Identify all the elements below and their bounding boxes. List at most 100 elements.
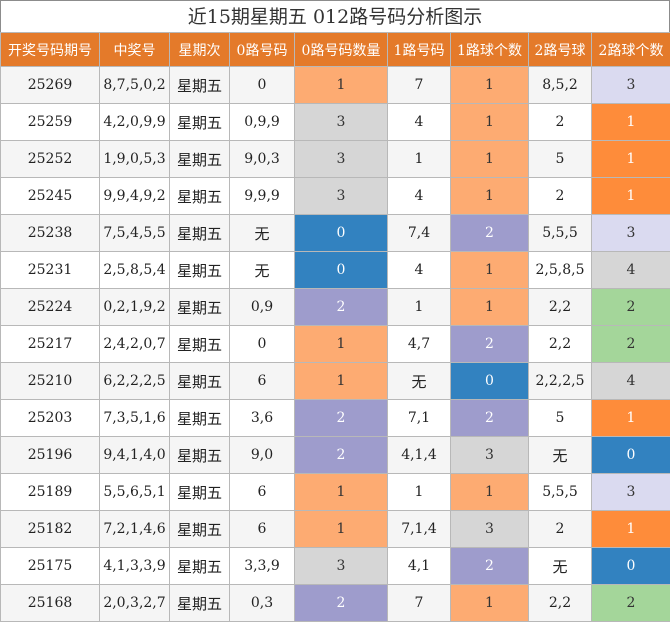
cell-numbers: 6,2,2,2,5 (100, 363, 170, 400)
cell-route1-numbers: 7,1,4 (388, 511, 451, 548)
cell-weekday: 星期五 (170, 363, 230, 400)
cell-route0-count: 2 (295, 437, 388, 474)
cell-route0-numbers: 0,9,9 (230, 104, 295, 141)
cell-numbers: 9,4,1,4,0 (100, 437, 170, 474)
cell-route1-count: 0 (451, 363, 529, 400)
cell-route1-count: 1 (451, 252, 529, 289)
cell-route2-numbers: 2,5,8,5 (529, 252, 592, 289)
cell-route2-numbers: 5 (529, 141, 592, 178)
cell-numbers: 1,9,0,5,3 (100, 141, 170, 178)
cell-numbers: 9,9,4,9,2 (100, 178, 170, 215)
cell-weekday: 星期五 (170, 215, 230, 252)
header-issue: 开奖号码期号 (1, 33, 100, 67)
analysis-table: 开奖号码期号 中奖号 星期次 0路号码 0路号码数量 1路号码 1路球个数 2路… (0, 32, 670, 622)
cell-numbers: 2,0,3,2,7 (100, 585, 170, 622)
cell-issue: 25189 (1, 474, 100, 511)
cell-route2-count: 2 (592, 585, 670, 622)
cell-route0-count: 0 (295, 215, 388, 252)
cell-route1-count: 1 (451, 474, 529, 511)
cell-route1-numbers: 7 (388, 67, 451, 104)
cell-route2-numbers: 2,2 (529, 289, 592, 326)
cell-route2-numbers: 2,2,2,5 (529, 363, 592, 400)
cell-weekday: 星期五 (170, 289, 230, 326)
cell-weekday: 星期五 (170, 585, 230, 622)
cell-route0-count: 1 (295, 363, 388, 400)
cell-route0-numbers: 0 (230, 326, 295, 363)
cell-route0-count: 3 (295, 104, 388, 141)
cell-weekday: 星期五 (170, 67, 230, 104)
cell-route2-count: 3 (592, 474, 670, 511)
cell-route0-count: 3 (295, 178, 388, 215)
cell-route2-numbers: 无 (529, 548, 592, 585)
cell-route1-count: 3 (451, 437, 529, 474)
cell-route0-numbers: 9,9,9 (230, 178, 295, 215)
cell-route2-count: 3 (592, 215, 670, 252)
cell-route2-numbers: 2,2 (529, 326, 592, 363)
cell-route2-count: 1 (592, 178, 670, 215)
cell-route2-count: 3 (592, 67, 670, 104)
cell-route1-count: 3 (451, 511, 529, 548)
cell-route2-count: 2 (592, 289, 670, 326)
cell-route1-numbers: 4 (388, 178, 451, 215)
cell-route2-count: 1 (592, 400, 670, 437)
cell-route0-numbers: 6 (230, 474, 295, 511)
cell-weekday: 星期五 (170, 141, 230, 178)
cell-route0-numbers: 无 (230, 215, 295, 252)
cell-numbers: 2,4,2,0,7 (100, 326, 170, 363)
cell-weekday: 星期五 (170, 511, 230, 548)
cell-numbers: 7,3,5,1,6 (100, 400, 170, 437)
cell-route0-numbers: 3,6 (230, 400, 295, 437)
cell-route0-numbers: 9,0 (230, 437, 295, 474)
cell-route0-numbers: 3,3,9 (230, 548, 295, 585)
cell-route0-numbers: 0,3 (230, 585, 295, 622)
cell-route1-numbers: 4,1 (388, 548, 451, 585)
cell-route1-numbers: 7,1 (388, 400, 451, 437)
cell-route1-numbers: 1 (388, 141, 451, 178)
cell-route0-numbers: 0,9 (230, 289, 295, 326)
cell-issue: 25245 (1, 178, 100, 215)
header-route0-count: 0路号码数量 (295, 33, 388, 67)
cell-route2-numbers: 2 (529, 178, 592, 215)
header-route0-numbers: 0路号码 (230, 33, 295, 67)
cell-issue: 25217 (1, 326, 100, 363)
cell-route0-numbers: 0 (230, 67, 295, 104)
cell-route1-count: 1 (451, 289, 529, 326)
cell-route2-numbers: 5 (529, 400, 592, 437)
cell-route1-count: 1 (451, 585, 529, 622)
cell-route2-count: 1 (592, 511, 670, 548)
cell-weekday: 星期五 (170, 252, 230, 289)
cell-route2-numbers: 5,5,5 (529, 215, 592, 252)
cell-weekday: 星期五 (170, 548, 230, 585)
header-row: 开奖号码期号 中奖号 星期次 0路号码 0路号码数量 1路号码 1路球个数 2路… (1, 33, 670, 67)
cell-route1-numbers: 1 (388, 474, 451, 511)
cell-issue: 25182 (1, 511, 100, 548)
cell-route2-numbers: 5,5,5 (529, 474, 592, 511)
cell-issue: 25210 (1, 363, 100, 400)
cell-route0-numbers: 6 (230, 363, 295, 400)
cell-route1-numbers: 4,1,4 (388, 437, 451, 474)
cell-route0-count: 3 (295, 141, 388, 178)
cell-weekday: 星期五 (170, 437, 230, 474)
cell-route0-count: 2 (295, 400, 388, 437)
cell-route2-numbers: 8,5,2 (529, 67, 592, 104)
cell-weekday: 星期五 (170, 104, 230, 141)
header-weekday: 星期次 (170, 33, 230, 67)
cell-route0-count: 1 (295, 326, 388, 363)
cell-numbers: 7,2,1,4,6 (100, 511, 170, 548)
cell-issue: 25168 (1, 585, 100, 622)
cell-route2-numbers: 2 (529, 511, 592, 548)
cell-numbers: 0,2,1,9,2 (100, 289, 170, 326)
cell-issue: 25231 (1, 252, 100, 289)
cell-route0-count: 3 (295, 548, 388, 585)
cell-issue: 25224 (1, 289, 100, 326)
cell-route1-count: 1 (451, 104, 529, 141)
